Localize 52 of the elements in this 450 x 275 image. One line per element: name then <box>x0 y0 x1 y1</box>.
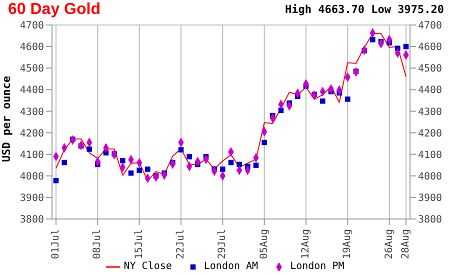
x-tick-label: 22Jul <box>176 229 186 260</box>
y-tick-label: 4700 <box>20 20 44 32</box>
point <box>86 146 92 152</box>
y-tick-label: 4400 <box>20 85 44 96</box>
point <box>120 158 126 164</box>
point <box>186 154 192 160</box>
x-tick-label: 12Aug <box>300 229 312 260</box>
legend-label: NY Close <box>124 261 172 272</box>
point <box>345 96 350 102</box>
y2-tick-label: 3800 <box>418 214 442 226</box>
y2-tick-label: 4100 <box>418 150 442 161</box>
x-tick-label: 05Aug <box>258 229 270 260</box>
y2-tick-label: 4400 <box>418 85 442 96</box>
y-tick-label: 4100 <box>20 150 44 161</box>
y2-tick-label: 4700 <box>418 20 442 32</box>
x-tick-label: 28Aug <box>400 229 412 260</box>
point <box>53 178 59 184</box>
point <box>278 108 284 114</box>
y2-tick-label: 4300 <box>418 106 442 118</box>
y-tick-label: 4600 <box>20 42 44 54</box>
point <box>253 162 259 168</box>
point <box>320 98 326 104</box>
x-tick-label: 19Aug <box>342 229 354 260</box>
y-tick-label: 3800 <box>20 214 44 226</box>
y2-tick-label: 4000 <box>418 171 442 182</box>
legend-label: London PM <box>290 261 344 272</box>
x-tick-label: 15Jul <box>134 229 145 260</box>
point <box>136 168 142 173</box>
y-axis-title: USD per ounce <box>0 76 13 162</box>
x-tick-label: 01Jul <box>50 229 62 260</box>
point <box>145 166 150 172</box>
y-tick-label: 4200 <box>20 128 44 140</box>
y2-tick-label: 4600 <box>418 42 442 54</box>
point <box>220 166 226 172</box>
y-tick-label: 3900 <box>20 192 44 204</box>
point <box>178 147 184 152</box>
legend-label: London AM <box>204 261 258 272</box>
y-tick-label: 4000 <box>20 171 44 182</box>
y-tick-label: 4500 <box>20 64 44 75</box>
x-tick-label: 08Jul <box>92 229 104 260</box>
y2-tick-label: 4200 <box>418 128 442 140</box>
point <box>262 140 267 146</box>
x-tick-label: 29Jul <box>217 229 228 260</box>
chart-subtitle: High 4663.70 Low 3975.20 <box>285 3 444 16</box>
point <box>370 37 376 42</box>
point <box>62 160 67 166</box>
y2-tick-label: 3900 <box>418 192 442 204</box>
y-tick-label: 4300 <box>20 106 44 118</box>
point <box>236 162 242 168</box>
chart-title: 60 Day Gold <box>8 1 100 19</box>
x-tick-label: 26Aug <box>384 229 395 260</box>
y2-tick-label: 4500 <box>418 64 442 75</box>
